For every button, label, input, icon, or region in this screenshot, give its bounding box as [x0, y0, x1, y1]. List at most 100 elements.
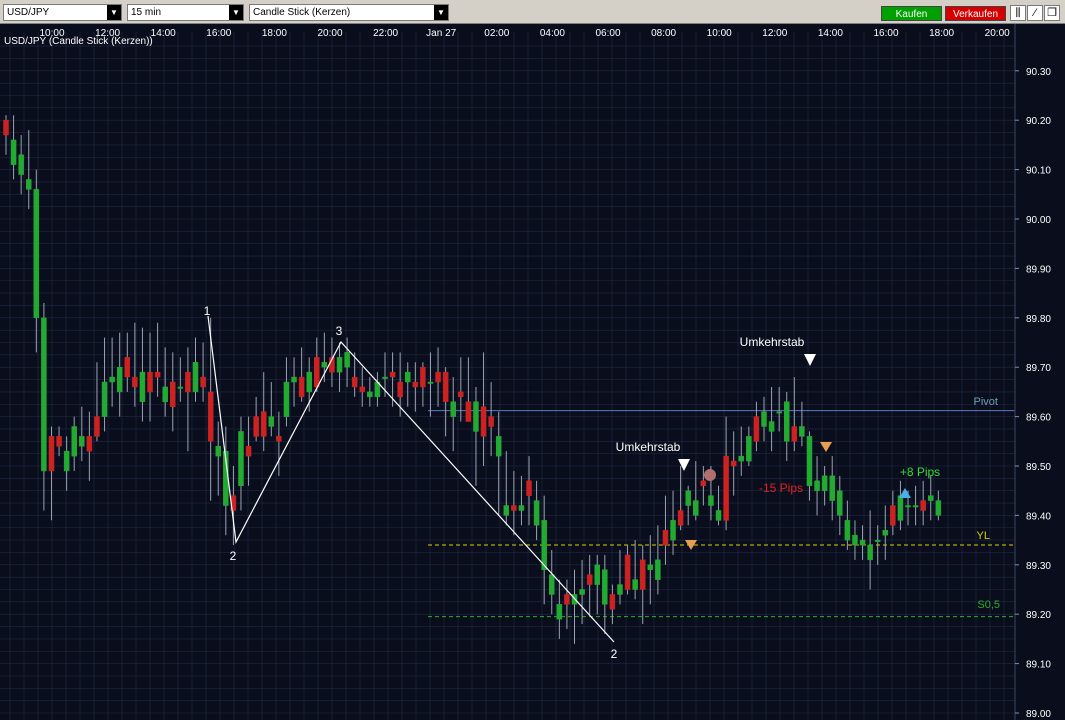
candle-bull: [549, 574, 555, 595]
sell-button[interactable]: Verkaufen: [945, 6, 1006, 21]
candle-bull: [693, 500, 699, 516]
candle-bull: [541, 520, 547, 570]
candle-bear: [700, 480, 707, 487]
candle-bear: [677, 510, 684, 526]
chart-title: USD/JPY (Candle Stick (Kerzen)): [4, 36, 153, 47]
time-tick-label: 12:00: [95, 28, 120, 39]
axis-panel: [1015, 24, 1065, 720]
candle-bull: [79, 436, 85, 447]
candle-bull: [321, 362, 328, 368]
buy-entry-marker: [899, 488, 911, 498]
candle-bear: [276, 436, 282, 442]
candle-bull: [139, 371, 146, 403]
candle-bear: [488, 416, 494, 427]
candle-bear: [526, 480, 532, 496]
candle-bear: [730, 460, 737, 467]
chevron-down-icon[interactable]: ▼: [107, 5, 121, 20]
candle-bull: [63, 450, 70, 472]
candle-bull: [647, 564, 654, 570]
candlestick-chart[interactable]: USD/JPY (Candle Stick (Kerzen)) 1 2 3 2 …: [0, 24, 1065, 720]
candle-bull: [867, 544, 873, 561]
candle-bull: [912, 505, 919, 508]
candle-bear: [920, 500, 926, 511]
candle-bear: [397, 381, 403, 398]
candle-bear: [511, 505, 517, 511]
candle-bull: [837, 490, 843, 516]
draw-line-icon[interactable]: ⁄: [1027, 5, 1043, 21]
price-tick-label: 89.70: [1026, 363, 1051, 374]
interval-select[interactable]: 15 min ▼: [127, 4, 244, 21]
chevron-down-icon[interactable]: ▼: [434, 5, 448, 20]
candle-bear: [200, 376, 206, 388]
candle-bear: [132, 376, 138, 388]
candle-bull: [41, 317, 47, 472]
candle-bear: [791, 426, 798, 442]
candle-bull: [427, 381, 434, 384]
price-tick-label: 90.00: [1026, 215, 1051, 226]
candle-bear: [124, 357, 131, 378]
candle-bear: [465, 401, 472, 422]
gain-label: +8 Pips: [900, 465, 940, 479]
candle-bull: [238, 431, 244, 487]
candle-bull: [101, 381, 108, 417]
price-tick-label: 89.60: [1026, 413, 1051, 424]
candle-bull: [776, 411, 782, 414]
chevron-down-icon[interactable]: ▼: [229, 5, 243, 20]
candle-bull: [404, 371, 411, 383]
candle-bull: [783, 401, 790, 442]
candle-bull: [670, 520, 676, 541]
candle-bull: [897, 495, 904, 521]
chart-style-select[interactable]: Candle Stick (Kerzen) ▼: [249, 4, 449, 21]
candle-bear: [586, 574, 593, 585]
candle-bull: [715, 510, 722, 521]
price-tick-label: 89.20: [1026, 610, 1051, 621]
candle-bear: [442, 371, 449, 403]
candle-bear: [56, 436, 62, 447]
candle-bull: [10, 139, 17, 165]
wave-label-1: 1: [204, 304, 211, 318]
candle-bull: [450, 401, 456, 417]
candle-bull: [533, 500, 540, 526]
candle-bull: [116, 366, 123, 393]
candle-bull: [852, 534, 858, 546]
chart-toolbar: USD/JPY ▼ 15 min ▼ Candle Stick (Kerzen)…: [0, 0, 1065, 24]
candle-bear: [48, 436, 55, 472]
candle-bear: [753, 416, 760, 442]
pivot-label: Pivot: [974, 396, 998, 408]
candle-bull: [844, 520, 851, 541]
window-restore-icon[interactable]: ❐: [1044, 5, 1060, 21]
candle-bull: [768, 421, 775, 432]
candles: [3, 115, 942, 644]
candle-bear: [253, 416, 259, 437]
price-tick-label: 90.20: [1026, 116, 1051, 127]
candle-bull: [685, 490, 691, 506]
buy-button[interactable]: Kaufen: [881, 6, 942, 21]
candle-bull: [799, 426, 805, 437]
candle-bull: [882, 529, 889, 536]
symbol-select[interactable]: USD/JPY ▼: [3, 4, 122, 21]
candle-bull: [192, 362, 199, 393]
candle-bull: [283, 381, 290, 417]
candle-bull: [177, 386, 184, 389]
candle-bear: [351, 376, 358, 388]
price-tick-label: 90.10: [1026, 166, 1051, 177]
wave-drawings: [207, 315, 615, 643]
candle-bull: [746, 436, 752, 462]
candle-bear: [435, 371, 441, 383]
candle-bull: [708, 495, 714, 506]
price-tick-label: 89.30: [1026, 561, 1051, 572]
time-tick-label: 14:00: [818, 28, 843, 39]
wave-line: [207, 315, 615, 643]
candle-bear: [389, 371, 396, 378]
chart-area[interactable]: USD/JPY (Candle Stick (Kerzen)) 1 2 3 2 …: [0, 24, 1065, 720]
price-tick-label: 89.50: [1026, 462, 1051, 473]
candle-bull: [306, 371, 312, 393]
candle-bull: [109, 376, 115, 383]
price-tick-label: 89.40: [1026, 511, 1051, 522]
candle-bear: [890, 505, 896, 526]
price-tick-label: 89.00: [1026, 709, 1051, 720]
bar-chart-icon[interactable]: ⫼: [1010, 5, 1026, 21]
candle-bull: [602, 569, 608, 605]
candle-bear: [609, 594, 616, 610]
candle-bull: [473, 401, 479, 432]
